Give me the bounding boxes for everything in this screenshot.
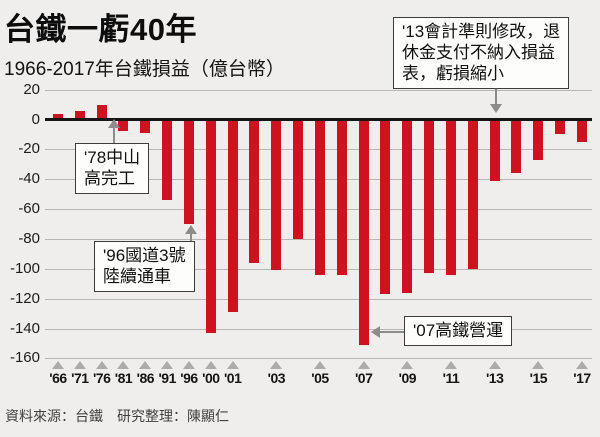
x-axis-label: '05 (311, 370, 329, 386)
arrow-up-icon (184, 225, 197, 234)
y-axis-label: -60 (18, 200, 40, 218)
credit-text: 研究整理：陳顯仁 (117, 408, 229, 424)
x-axis-label: '71 (71, 370, 89, 386)
zero-axis-line (45, 118, 592, 121)
tick-triangle-icon (313, 361, 326, 369)
tick-triangle-icon (444, 361, 457, 369)
tick-triangle-icon (161, 361, 174, 369)
x-axis-label: '03 (267, 370, 286, 386)
tick-triangle-icon (52, 361, 64, 369)
bar-1981 (118, 119, 129, 132)
tick-triangle-icon (532, 361, 545, 369)
source-text: 資料來源：台鐵 (5, 408, 103, 424)
x-axis-label: '11 (442, 370, 460, 386)
tick-triangle-icon (488, 361, 501, 369)
x-axis-label: '66 (49, 370, 67, 386)
tick-triangle-icon (95, 361, 108, 369)
annotation-2007-arrow-line (380, 330, 405, 333)
annotation-2013-arrow-line (495, 84, 497, 105)
source-credit: 資料來源：台鐵 研究整理：陳顯仁 (5, 406, 243, 426)
bar-2016 (555, 119, 566, 135)
y-axis-label: -160 (9, 349, 40, 367)
bar-2003 (271, 119, 282, 271)
x-axis-label: '00 (202, 370, 220, 386)
tick-triangle-icon (401, 361, 414, 369)
bar-2001 (227, 119, 238, 313)
y-axis-label: -80 (18, 229, 40, 247)
x-axis-label: '15 (529, 370, 548, 386)
bar-2013 (489, 119, 500, 181)
bar-1991 (162, 119, 173, 201)
bar-2011 (445, 119, 456, 275)
chart-subtitle: 1966-2017年台鐵損益（億台幣） (4, 59, 285, 80)
x-axis-label: '96 (180, 370, 198, 386)
y-axis-label: -120 (9, 289, 40, 307)
x-axis-label: '76 (92, 370, 111, 386)
annotation-1996-arrow-line (189, 233, 192, 242)
y-axis-label: 0 (31, 110, 40, 128)
x-axis-label: '01 (223, 370, 242, 386)
bar-2009 (402, 119, 413, 293)
y-axis-label: -20 (18, 140, 40, 158)
tick-triangle-icon (117, 361, 130, 369)
bar-1986 (140, 119, 151, 133)
bar-2014 (511, 119, 522, 174)
x-axis-label: '17 (573, 370, 591, 386)
bar-1976 (96, 104, 107, 120)
gridline (45, 298, 592, 300)
bar-2008 (380, 119, 391, 295)
bar-2010 (424, 119, 435, 274)
tick-triangle-icon (575, 361, 588, 369)
bar-1966 (53, 113, 63, 120)
tick-triangle-icon (139, 361, 152, 369)
bar-2017 (576, 119, 587, 142)
tick-triangle-icon (204, 361, 217, 369)
tick-triangle-icon (182, 361, 195, 369)
tick-triangle-icon (73, 361, 86, 369)
bar-2015 (533, 119, 544, 160)
bar-1996 (183, 119, 194, 225)
bar-2002 (249, 119, 260, 263)
x-axis-label: '91 (158, 370, 176, 386)
gridline (45, 358, 592, 360)
annotation-2013-accounting-box: '13會計準則修改，退 休金支付不納入損益 表，虧損縮小 (393, 17, 570, 89)
x-axis-label: '13 (485, 370, 504, 386)
bar-2006 (336, 119, 347, 275)
x-axis-label: '07 (354, 370, 373, 386)
bar-2012 (467, 119, 478, 269)
annotation-1978-arrow-line (112, 127, 115, 144)
arrow-up-icon (107, 119, 120, 128)
annotation-2007-hsr-box: '07高鐵營運 (404, 316, 513, 346)
bar-2007 (358, 119, 369, 345)
arrow-down-icon (490, 104, 502, 113)
bar-1971 (74, 110, 85, 120)
tick-triangle-icon (357, 361, 370, 369)
y-axis-label: -100 (9, 259, 40, 277)
annotation-1996-highway3-box: '96國道3號 陸續通車 (94, 241, 195, 292)
bar-2000 (205, 119, 216, 334)
x-axis-label: '09 (398, 370, 417, 386)
gridline (45, 328, 592, 330)
y-axis-label: -40 (18, 170, 40, 188)
bar-2004 (293, 119, 304, 239)
y-axis-label: -140 (9, 319, 40, 337)
gridline (45, 89, 592, 91)
y-axis-label: 20 (23, 80, 40, 98)
bar-2005 (314, 119, 325, 275)
chart-title: 台鐵一虧40年 (4, 12, 197, 47)
annotation-1978-highway-box: '78中山 高完工 (75, 143, 150, 194)
tick-triangle-icon (270, 361, 283, 369)
arrow-left-icon (371, 325, 380, 338)
x-axis-label: '81 (114, 370, 133, 386)
x-axis-label: '86 (136, 370, 155, 386)
tick-triangle-icon (226, 361, 239, 369)
